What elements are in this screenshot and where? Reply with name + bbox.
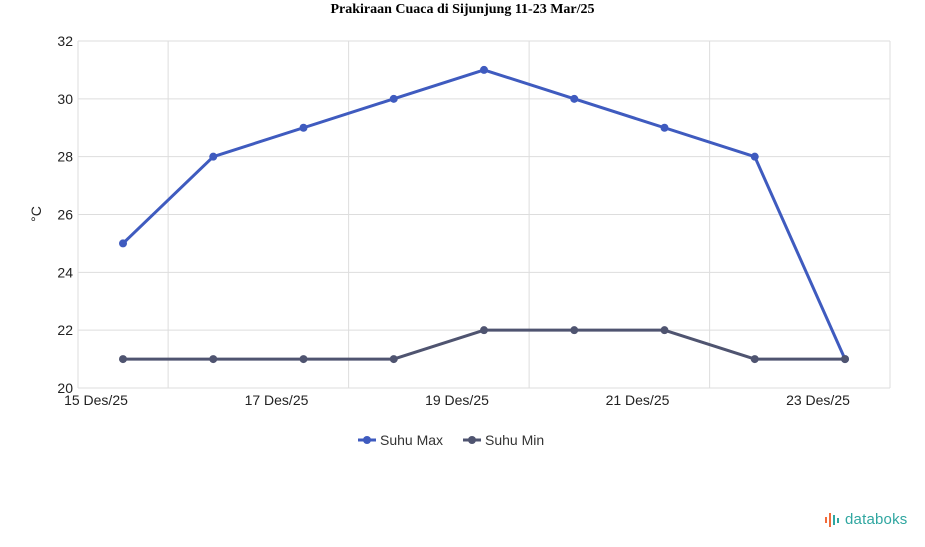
data-point bbox=[389, 94, 398, 103]
y-tick-label: 32 bbox=[57, 33, 73, 49]
data-point bbox=[570, 94, 579, 103]
data-point bbox=[299, 355, 308, 364]
y-tick-label: 22 bbox=[57, 322, 73, 338]
data-point bbox=[750, 355, 759, 364]
data-point bbox=[660, 326, 669, 335]
legend: Suhu Max Suhu Min bbox=[358, 432, 544, 448]
data-point bbox=[480, 326, 488, 335]
data-point bbox=[389, 355, 398, 364]
y-tick-label: 24 bbox=[57, 264, 73, 280]
legend-swatch-marker bbox=[468, 436, 476, 444]
grid-lines bbox=[77, 40, 891, 389]
x-axis-ticks: 15 Des/25 17 Des/25 19 Des/25 21 Des/25 23 D… bbox=[64, 392, 850, 408]
data-point bbox=[750, 152, 759, 161]
y-tick-label: 28 bbox=[57, 149, 73, 165]
y-tick-label: 26 bbox=[57, 207, 73, 223]
legend-label: Suhu Max bbox=[380, 432, 443, 448]
legend-label: Suhu Min bbox=[485, 432, 544, 448]
x-tick-label: 15 Des/25 bbox=[64, 392, 128, 408]
data-point bbox=[299, 123, 308, 132]
x-tick-label: 19 Des/25 bbox=[425, 392, 489, 408]
data-point bbox=[660, 123, 669, 132]
series-lines bbox=[119, 65, 849, 364]
y-axis-ticks: 20 22 24 26 28 30 32 bbox=[57, 33, 73, 396]
data-point bbox=[841, 355, 849, 364]
brand-logo: databoks bbox=[824, 508, 907, 530]
data-point bbox=[119, 355, 127, 364]
databoks-logo-icon bbox=[825, 513, 839, 527]
x-tick-label: 23 Des/25 bbox=[786, 392, 850, 408]
y-tick-label: 20 bbox=[57, 380, 73, 396]
chart-title: Prakiraan Cuaca di Sijunjung 11-23 Mar/2… bbox=[330, 2, 595, 17]
y-tick-label: 30 bbox=[57, 91, 73, 107]
data-point bbox=[119, 239, 127, 248]
brand-name: databoks bbox=[845, 510, 908, 528]
data-point bbox=[209, 355, 218, 364]
x-tick-label: 17 Des/25 bbox=[245, 392, 309, 408]
legend-swatch-marker bbox=[363, 436, 371, 444]
y-axis-label: °C bbox=[28, 206, 44, 222]
data-point bbox=[570, 326, 579, 335]
x-tick-label: 21 Des/25 bbox=[606, 392, 670, 408]
data-point bbox=[209, 152, 218, 161]
series-line bbox=[123, 328, 845, 361]
data-point bbox=[480, 65, 488, 74]
